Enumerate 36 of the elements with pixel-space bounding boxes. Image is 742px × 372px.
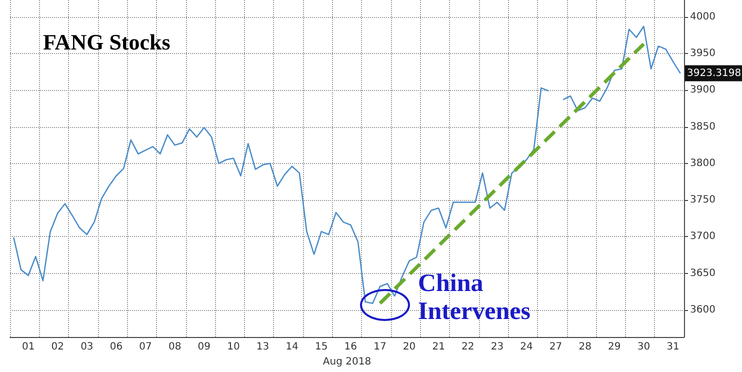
x-tick-label: 02	[51, 342, 64, 353]
x-tick-label: 01	[22, 342, 35, 353]
text: FANG Stocks	[43, 30, 171, 54]
x-tick-label: 22	[462, 342, 474, 353]
x-tick-label: 29	[608, 342, 621, 353]
x-tick-label: 10	[227, 342, 240, 353]
x-tick-label: 30	[637, 342, 650, 353]
x-tick-label: 07	[139, 342, 152, 353]
x-tick-label: 03	[80, 342, 94, 353]
x-tick-label: 06	[110, 342, 123, 353]
y-tick-label: 3800	[690, 158, 716, 169]
y-tick-label: 4000	[690, 11, 716, 22]
y-tick-label: 3750	[690, 194, 716, 206]
annotation: China Intervenes	[418, 270, 531, 325]
x-tick-label: 31	[666, 342, 680, 353]
x-tick-label: 27	[549, 342, 562, 353]
y-tick-label: 3900	[690, 84, 716, 96]
x-tick-label: 21	[432, 342, 445, 353]
y-tick-label: 3650	[690, 268, 716, 279]
x-tick-label: 09	[198, 342, 211, 353]
y-tick-label: 3950	[690, 48, 716, 59]
x-tick-label: 14	[286, 342, 298, 353]
x-tick-label: 13	[256, 342, 270, 353]
x-tick-label: 15	[314, 342, 328, 353]
x-axis-title: Aug 2018	[322, 356, 372, 368]
text: 3923.3198	[687, 68, 742, 79]
x-tick-label: 08	[168, 342, 182, 353]
x-tick-label: 17	[374, 342, 386, 353]
y-tick-label: 3850	[690, 121, 716, 132]
x-tick-label: 24	[520, 342, 533, 353]
x-tick-label: 16	[344, 342, 358, 353]
y-tick-label: 3600	[690, 304, 716, 316]
x-tick-label: 23	[490, 342, 504, 353]
x-tick-label: 28	[578, 342, 592, 353]
y-tick-label: 3700	[690, 231, 716, 242]
x-tick-label: 20	[402, 342, 416, 353]
